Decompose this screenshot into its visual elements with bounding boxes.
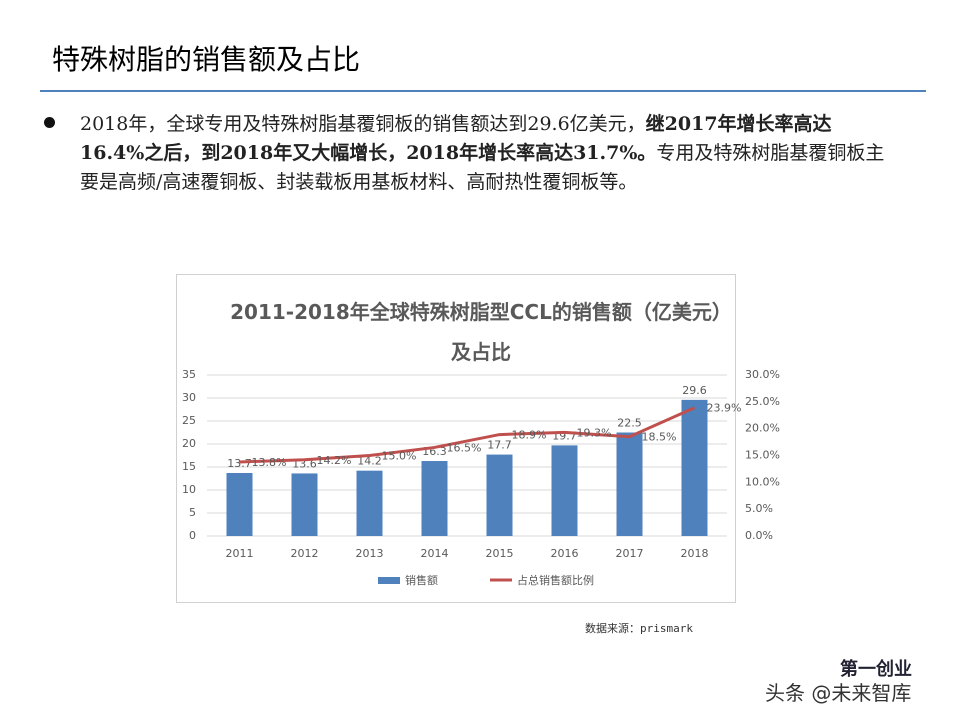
y2-tick-label: 25.0% — [745, 395, 780, 408]
bar — [291, 473, 318, 536]
bar — [226, 472, 253, 536]
y2-tick-label: 5.0% — [745, 502, 773, 515]
slide-title: 特殊树脂的销售额及占比 — [52, 43, 361, 76]
y2-tick-label: 30.0% — [745, 368, 780, 381]
text-run: 2018年，全球专用及特殊树脂基覆铜板的销售额达到29.6亿美元， — [80, 113, 646, 135]
x-tick-label: 2014 — [421, 547, 449, 560]
title-rule — [40, 90, 926, 92]
bar — [551, 445, 578, 536]
bullet-text: 2018年，全球专用及特殊树脂基覆铜板的销售额达到29.6亿美元，继2017年增… — [80, 110, 885, 197]
x-tick-label: 2016 — [551, 547, 579, 560]
legend-label: 销售额 — [405, 573, 438, 587]
line-value-label: 18.9% — [512, 429, 547, 442]
bar — [681, 399, 708, 536]
y2-tick-label: 0.0% — [745, 529, 773, 542]
line-value-label: 13.8% — [252, 456, 287, 469]
bar — [616, 432, 643, 536]
y2-tick-label: 15.0% — [745, 449, 780, 462]
chart-frame — [176, 274, 736, 603]
bar-value-label: 22.5 — [617, 417, 642, 430]
source-note: 数据来源：prismark — [585, 622, 693, 635]
x-tick-label: 2012 — [291, 547, 319, 560]
line — [239, 406, 696, 464]
bar — [486, 454, 513, 536]
y-tick-label: 10 — [182, 483, 196, 496]
line-value-label: 16.5% — [447, 441, 482, 454]
x-tick-label: 2018 — [681, 547, 709, 560]
bar-value-label: 29.6 — [682, 384, 707, 397]
x-tick-label: 2011 — [226, 547, 254, 560]
line-value-label: 15.0% — [382, 450, 417, 463]
bar — [421, 461, 448, 536]
y-tick-label: 15 — [182, 460, 196, 473]
legend-label: 占总销售额比例 — [517, 573, 594, 587]
y-tick-label: 20 — [182, 437, 196, 450]
x-tick-label: 2013 — [356, 547, 384, 560]
bullet-dot — [44, 117, 55, 128]
line-value-label: 23.9% — [707, 402, 742, 415]
y-tick-label: 30 — [182, 391, 196, 404]
legend-swatch — [378, 577, 400, 584]
text-run-bold: 继2017年增长率高达16.4%之后，到2018年又大幅增长，2018年增长率高… — [80, 113, 832, 164]
bar — [356, 470, 383, 536]
line-value-label: 18.5% — [642, 431, 677, 444]
x-tick-label: 2015 — [486, 547, 514, 560]
y2-tick-label: 20.0% — [745, 422, 780, 435]
text-run: 专用及特殊树脂基覆铜板主要是高频/高速覆铜板、封装载板用基板材料、高耐热性覆铜板… — [80, 142, 885, 193]
y-tick-label: 5 — [189, 506, 196, 519]
x-tick-label: 2017 — [616, 547, 644, 560]
y-tick-label: 0 — [189, 529, 196, 542]
y-tick-label: 35 — [182, 368, 196, 381]
bar-value-label: 14.2 — [357, 455, 382, 468]
bar-value-label: 13.7 — [227, 457, 252, 470]
y2-tick-label: 10.0% — [745, 475, 780, 488]
bar-value-label: 17.7 — [487, 439, 512, 452]
line-value-label: 14.2% — [317, 454, 352, 467]
watermark-logo: 第一创业 — [840, 659, 912, 680]
line-value-label: 19.3% — [577, 426, 612, 439]
watermark: 头条 @未来智库 — [765, 681, 912, 705]
y-tick-label: 25 — [182, 414, 196, 427]
chart-title: 2011-2018年全球特殊树脂型CCL的销售额（亿美元）及占比 — [230, 300, 732, 364]
